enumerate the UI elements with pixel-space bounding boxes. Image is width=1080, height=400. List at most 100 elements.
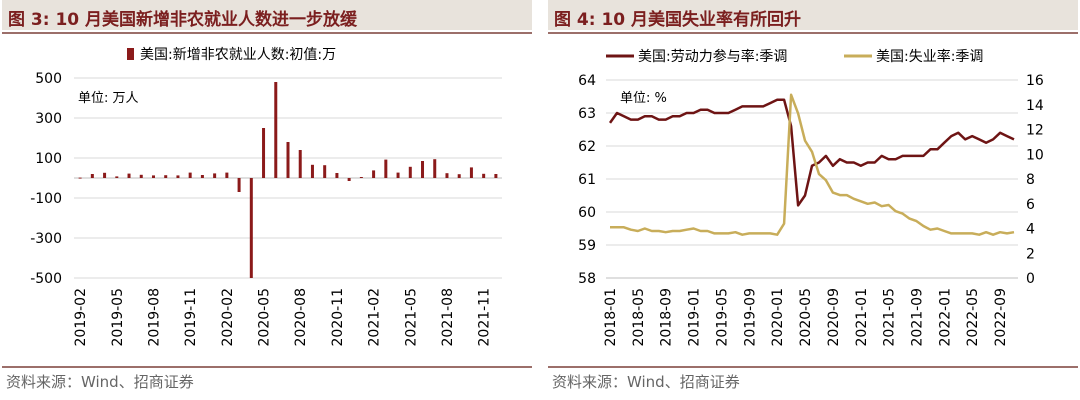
bar-2019-11	[188, 172, 192, 178]
bar-2021-09	[457, 174, 461, 178]
x-tick-label: 2019-02	[73, 288, 89, 347]
x-tick-label: 2022-01	[937, 288, 953, 347]
y-tick-label: -100	[30, 191, 62, 207]
right-source-note: 资料来源：Wind、招商证券	[552, 373, 740, 391]
x-tick-label: 2019-11	[183, 288, 199, 347]
bar-2019-05	[115, 176, 119, 178]
y-left-tick-label: 59	[578, 238, 596, 254]
x-tick-label: 2019-08	[146, 288, 162, 347]
bar-2021-05	[408, 166, 412, 178]
bar-2019-10	[176, 175, 180, 178]
bar-2019-09	[164, 175, 168, 178]
bar-2021-04	[396, 172, 400, 178]
x-tick-label: 2020-05	[257, 288, 273, 347]
x-tick-label: 2021-02	[367, 288, 383, 347]
bar-2021-03	[384, 159, 388, 178]
series-line-participation	[608, 98, 1015, 207]
right-title-bar: 图 4: 10 月美国失业率有所回升	[548, 0, 1078, 30]
x-tick-label: 2021-05	[403, 288, 419, 347]
y-right-tick-label: 10	[1026, 147, 1044, 163]
bar-2021-07	[433, 159, 437, 178]
x-tick-label: 2019-09	[742, 288, 758, 347]
y-tick-label: 300	[35, 111, 62, 127]
right-top-rule	[548, 32, 1078, 34]
unit-label: 单位: 万人	[78, 91, 139, 106]
bar-2020-10	[323, 165, 327, 178]
bar-2021-11	[482, 173, 486, 178]
x-tick-label: 2021-08	[440, 288, 456, 347]
series-line-unemployment	[610, 93, 1015, 236]
left-figure-panel: 图 3: 10 月美国新增非农就业人数进一步放缓 美国:新增非农就业人数:初值:…	[2, 0, 532, 400]
y-right-tick-label: 6	[1026, 197, 1035, 213]
bar-2020-12	[347, 178, 351, 181]
legend-label-participation: 美国:劳动力参与率:季调	[638, 48, 787, 65]
bar-2019-06	[127, 173, 131, 178]
x-tick-label: 2019-05	[110, 288, 126, 347]
bar-2020-06	[274, 82, 278, 178]
y-right-tick-label: 14	[1026, 98, 1044, 114]
right-figure-title: 图 4: 10 月美国失业率有所回升	[554, 10, 802, 30]
x-tick-label: 2020-02	[220, 288, 236, 347]
x-tick-label: 2020-09	[826, 288, 842, 347]
y-right-tick-label: 4	[1026, 222, 1035, 238]
bar-2020-08	[298, 150, 302, 178]
y-right-tick-label: 12	[1026, 123, 1044, 139]
bar-2020-03	[237, 178, 241, 192]
x-tick-label: 2020-05	[798, 288, 814, 347]
x-tick-label: 2018-05	[631, 288, 647, 347]
y-left-tick-label: 64	[578, 73, 596, 89]
participation-unemployment-line-chart: 美国:劳动力参与率:季调 美国:失业率:季调 58 59 60 61 62 63 64 0 2 4 6 8…	[578, 48, 1044, 347]
bar-2019-02	[78, 177, 82, 179]
right-figure-panel: 图 4: 10 月美国失业率有所回升 美国:劳动力参与率:季调 美国:失业率:季调…	[548, 0, 1078, 400]
y-right-tick-label: 8	[1026, 172, 1035, 188]
bar-2020-01	[213, 173, 217, 178]
y-tick-label: -500	[30, 271, 62, 287]
left-top-rule	[2, 32, 532, 34]
unit-label: 单位: %	[620, 91, 667, 106]
x-tick-label: 2022-05	[965, 288, 981, 347]
x-tick-label: 2021-11	[477, 288, 493, 347]
bar-2020-05	[262, 128, 266, 178]
bar-2020-11	[335, 173, 339, 178]
y-left-tick-label: 60	[578, 205, 596, 221]
y-tick-label: 500	[35, 71, 62, 87]
bar-2021-12	[494, 174, 498, 178]
x-tick-label: 2021-01	[854, 288, 870, 347]
x-tick-label: 2018-09	[659, 288, 675, 347]
bar-2019-07	[139, 174, 143, 178]
bar-2020-07	[286, 142, 290, 178]
nonfarm-payroll-bar-chart: 美国:新增非农就业人数:初值:万 -500 -300 -100 100 300 500 单位:…	[30, 46, 502, 347]
bar-2020-09	[310, 164, 314, 178]
bar-2019-04	[103, 172, 107, 178]
y-right-tick-label: 0	[1026, 271, 1035, 287]
left-figure-title: 图 3: 10 月美国新增非农就业人数进一步放缓	[8, 10, 358, 30]
legend-label-nonfarm: 美国:新增非农就业人数:初值:万	[140, 46, 336, 63]
right-bottom-rule	[548, 366, 1078, 368]
y-tick-label: -300	[30, 231, 62, 247]
y-right-tick-label: 16	[1026, 73, 1044, 89]
bar-2021-02	[372, 170, 376, 178]
bar-2020-02	[225, 172, 229, 178]
legend-label-unemployment: 美国:失业率:季调	[876, 48, 983, 65]
bar-2021-08	[445, 173, 449, 178]
y-left-tick-label: 62	[578, 139, 596, 155]
y-right-tick-label: 2	[1026, 246, 1035, 262]
x-tick-label: 2021-09	[909, 288, 925, 347]
x-tick-label: 2021-05	[882, 288, 898, 347]
left-bottom-rule	[2, 366, 532, 368]
bar-2019-08	[151, 175, 155, 178]
bar-2021-06	[421, 161, 425, 178]
bar-2019-03	[90, 174, 94, 178]
x-tick-label: 2019-05	[714, 288, 730, 347]
legend-swatch-nonfarm	[127, 48, 134, 60]
bar-2020-04	[249, 178, 253, 278]
y-left-tick-label: 63	[578, 106, 596, 122]
y-tick-label: 100	[35, 151, 62, 167]
bar-2021-01	[359, 177, 363, 178]
x-tick-label: 2022-09	[993, 288, 1009, 347]
left-title-bar: 图 3: 10 月美国新增非农就业人数进一步放缓	[2, 0, 532, 30]
y-left-tick-label: 61	[578, 172, 596, 188]
y-left-tick-label: 58	[578, 271, 596, 287]
left-source-note: 资料来源：Wind、招商证券	[6, 373, 194, 391]
x-tick-label: 2020-01	[770, 288, 786, 347]
